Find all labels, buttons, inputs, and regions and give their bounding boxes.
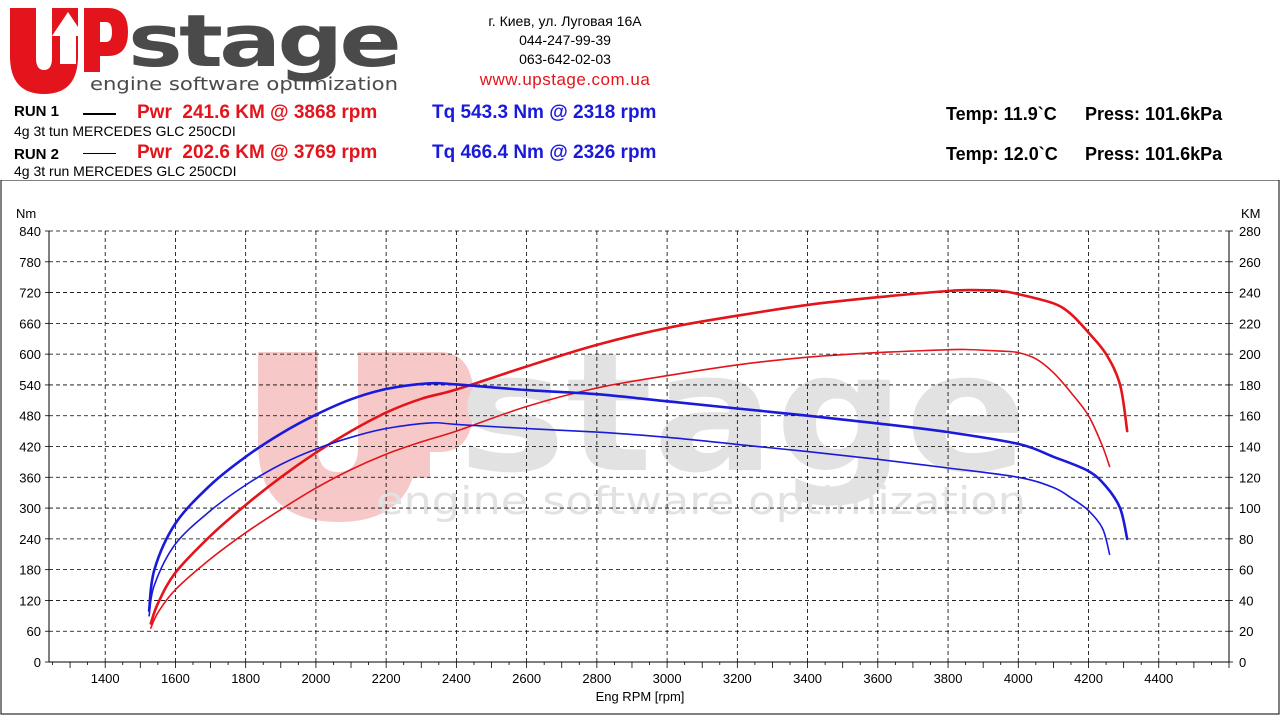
logo-arrow-icon: [52, 12, 84, 64]
x-tick-label-3200: 3200: [723, 671, 752, 686]
y-right-tick-label-160: 160: [1239, 409, 1261, 424]
y-left-tick-label-0: 0: [34, 655, 41, 670]
y-left-tick-label-420: 420: [19, 440, 41, 455]
y-right-tick-label-80: 80: [1239, 532, 1253, 547]
x-tick-label-1600: 1600: [161, 671, 190, 686]
run1-line-sample: [83, 113, 116, 115]
run2-torque-summary: Tq 466.4 Nm @ 2326 rpm: [432, 142, 657, 163]
x-tick-label-3400: 3400: [793, 671, 822, 686]
y-right-tick-label-260: 260: [1239, 255, 1261, 270]
logo-p-mark: [84, 8, 128, 72]
watermark-tagline: engine software optimization: [376, 479, 1026, 523]
x-tick-label-3600: 3600: [863, 671, 892, 686]
y-left-tick-label-480: 480: [19, 409, 41, 424]
series-run-2-pwr: [150, 348, 1111, 629]
y-right-tick-label-220: 220: [1239, 316, 1261, 331]
y-right-tick-label-240: 240: [1239, 286, 1261, 301]
logo-word: stage: [128, 0, 398, 83]
run2-line-sample: [83, 153, 116, 154]
run2-pressure: Press: 101.6kPa: [1085, 144, 1223, 164]
series-run-1-pwr: [149, 288, 1129, 625]
x-tick-label-3800: 3800: [934, 671, 963, 686]
dyno-chart: stage engine software optimization 1400 1…: [0, 180, 1280, 715]
run1-pressure: Press: 101.6kPa: [1085, 104, 1223, 124]
x-tick-label-2600: 2600: [512, 671, 541, 686]
y-right-tick-label-60: 60: [1239, 563, 1253, 578]
y-right-tick-label-140: 140: [1239, 440, 1261, 455]
y-right-tick-label-180: 180: [1239, 378, 1261, 393]
y-right-tick-label-280: 280: [1239, 224, 1261, 239]
y-left-tick-label-300: 300: [19, 501, 41, 516]
y-right-tick-label-40: 40: [1239, 593, 1253, 608]
y-left-tick-label-720: 720: [19, 286, 41, 301]
y-left-tick-label-600: 600: [19, 347, 41, 362]
run1-torque-summary: Tq 543.3 Nm @ 2318 rpm: [432, 102, 657, 123]
x-tick-label-2800: 2800: [582, 671, 611, 686]
y-right-tick-label-120: 120: [1239, 470, 1261, 485]
contact-address: г. Киев, ул. Луговая 16А: [488, 13, 642, 29]
y-right-tick-label-20: 20: [1239, 624, 1253, 639]
run2-description: 4g 3t run MERCEDES GLC 250CDI: [14, 163, 237, 179]
chart-series: [147, 288, 1129, 629]
chart-grid: [49, 230, 1229, 662]
x-tick-label-2000: 2000: [301, 671, 330, 686]
x-tick-label-2200: 2200: [372, 671, 401, 686]
series-run-2-tq: [148, 421, 1111, 617]
x-tick-label-4000: 4000: [1004, 671, 1033, 686]
y-left-tick-label-660: 660: [19, 316, 41, 331]
y-axis-right-label: KM: [1241, 206, 1261, 221]
y-left-tick-label-840: 840: [19, 224, 41, 239]
y-right-tick-label-0: 0: [1239, 655, 1246, 670]
upstage-logo: stage engine software optimization: [0, 0, 410, 100]
run1-label: RUN 1: [14, 103, 60, 120]
x-tick-label-1400: 1400: [91, 671, 120, 686]
y-left-tick-label-240: 240: [19, 532, 41, 547]
y-right-tick-label-100: 100: [1239, 501, 1261, 516]
y-left-tick-label-780: 780: [19, 255, 41, 270]
y-right-tick-label-200: 200: [1239, 347, 1261, 362]
axis-tick-labels: 1400 1600 1800 2000 2200 2400 2600 2800 3000 3200…: [19, 224, 1260, 686]
series-run-1-tq: [147, 381, 1129, 612]
logo-tagline: engine software optimization: [90, 74, 398, 95]
chart-frame: [0, 180, 1280, 715]
contact-phone-1: 044-247-99-39: [519, 32, 611, 48]
contact-phone-2: 063-642-02-03: [519, 51, 611, 67]
run2-temperature: Temp: 12.0`C: [946, 144, 1058, 164]
x-tick-label-4200: 4200: [1074, 671, 1103, 686]
x-tick-label-3000: 3000: [653, 671, 682, 686]
run2-label: RUN 2: [14, 146, 60, 163]
run2-power-summary: Pwr 202.6 KM @ 3769 rpm: [137, 142, 378, 163]
watermark-u-mark: [258, 352, 418, 522]
run1-power-summary: Pwr 241.6 KM @ 3868 rpm: [137, 102, 378, 123]
run1-temperature: Temp: 11.9`C: [946, 104, 1057, 124]
y-left-tick-label-540: 540: [19, 378, 41, 393]
y-left-tick-label-120: 120: [19, 593, 41, 608]
y-left-tick-label-180: 180: [19, 563, 41, 578]
website-link[interactable]: www.upstage.com.ua: [479, 70, 651, 89]
y-axis-left-label: Nm: [16, 206, 36, 221]
y-left-tick-label-60: 60: [27, 624, 41, 639]
y-left-tick-label-360: 360: [19, 470, 41, 485]
x-axis-label: Eng RPM [rpm]: [596, 689, 685, 704]
x-tick-label-4400: 4400: [1144, 671, 1173, 686]
run1-description: 4g 3t tun MERCEDES GLC 250CDI: [14, 123, 236, 139]
x-tick-label-2400: 2400: [442, 671, 471, 686]
x-tick-label-1800: 1800: [231, 671, 260, 686]
axis-ticks: [45, 230, 1233, 668]
